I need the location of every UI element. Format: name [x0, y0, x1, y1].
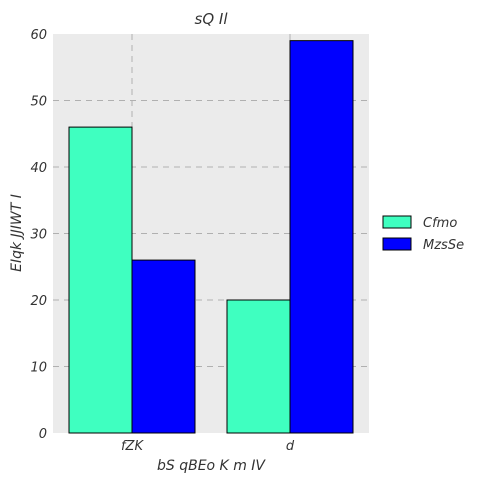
x-tick-label: fZK [121, 439, 144, 454]
bar-Cfmo-fZK [69, 127, 132, 433]
x-tick-label: d [286, 439, 295, 454]
y-tick-label: 20 [30, 294, 47, 309]
y-axis-ticks: 0 10 20 30 40 50 60 [30, 28, 47, 442]
y-tick-label: 0 [39, 427, 47, 442]
bar-Cfmo-d [227, 300, 290, 433]
y-tick-label: 40 [30, 161, 47, 176]
x-axis-ticks: fZK d [121, 439, 295, 454]
legend-label: Cfmo [423, 216, 457, 231]
legend: Cfmo MzsSe [383, 216, 464, 253]
y-tick-label: 60 [30, 28, 47, 43]
legend-swatch [383, 238, 411, 250]
legend-swatch [383, 216, 411, 228]
chart-title: sQ Il [195, 10, 229, 28]
y-tick-label: 50 [30, 95, 47, 110]
legend-label: MzsSe [423, 238, 464, 253]
bar-MzsSe-fZK [132, 260, 195, 433]
bar-MzsSe-d [290, 41, 353, 433]
y-tick-label: 30 [30, 228, 47, 243]
x-axis-label: bS qBEo K m IV [157, 458, 266, 474]
y-axis-label: EIqk JJIWT I [9, 194, 25, 272]
y-tick-label: 10 [30, 361, 47, 376]
